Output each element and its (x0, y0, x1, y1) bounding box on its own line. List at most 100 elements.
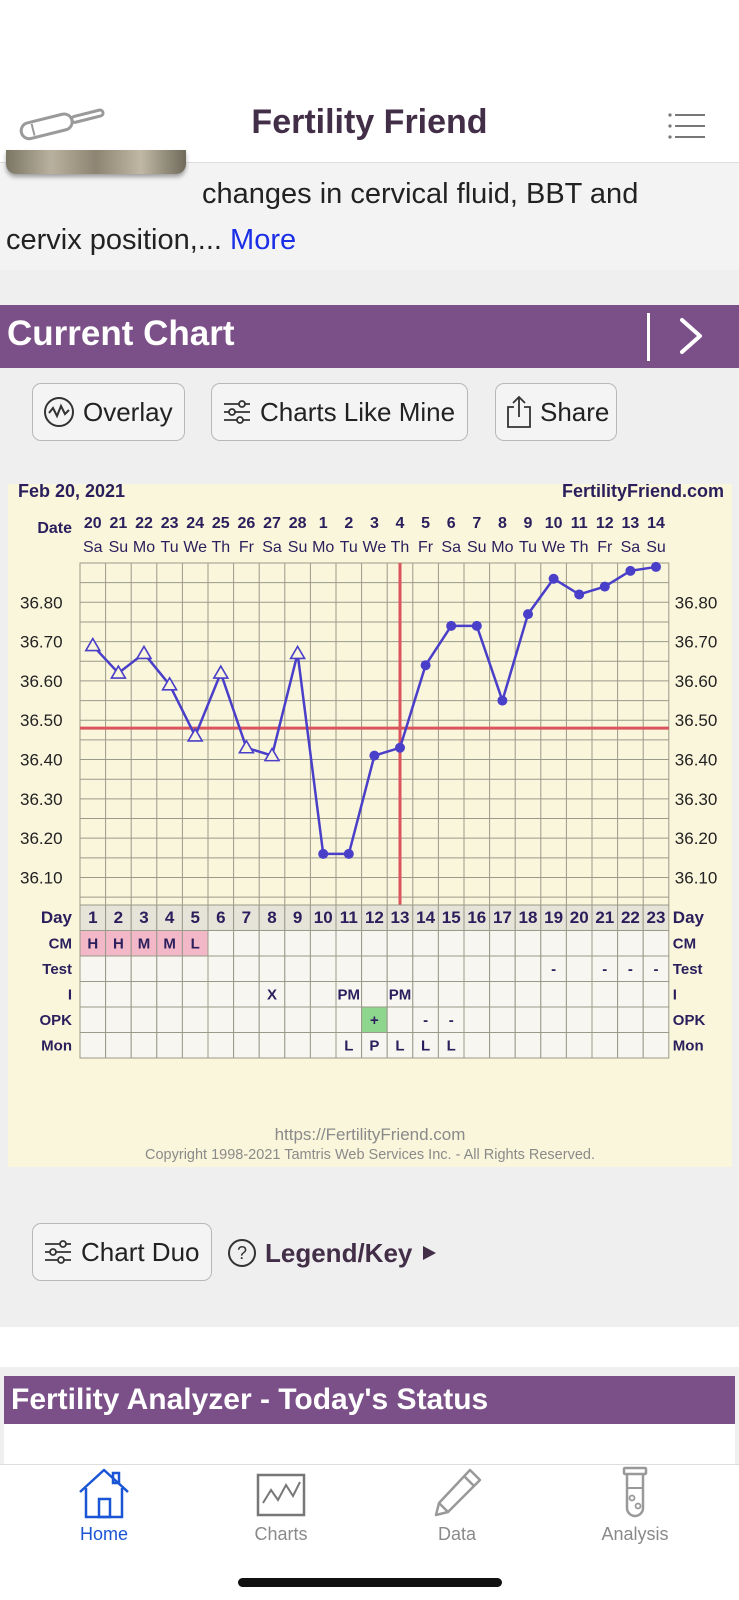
date-label: 12 (596, 515, 614, 532)
test-tube-icon (622, 1466, 648, 1518)
weekday-label: Mo (133, 539, 155, 556)
sliders-icon (224, 400, 250, 424)
mon-cell (386, 1032, 414, 1059)
chart-start-date: Feb 20, 2021 (18, 484, 125, 501)
test-cell (79, 955, 107, 982)
day-cell (642, 904, 670, 931)
test-cell (207, 955, 235, 982)
test-cell (309, 955, 337, 982)
opk-cell (386, 1006, 414, 1033)
chevron-right-icon[interactable] (676, 316, 706, 356)
cm-value: H (113, 936, 124, 953)
opk-cell (591, 1006, 619, 1033)
opk-cell (642, 1006, 670, 1033)
intro-image (6, 150, 186, 174)
day-row-label: Day (41, 908, 73, 927)
i-cell (181, 981, 209, 1008)
i-cell (540, 981, 567, 1008)
date-label: 3 (370, 515, 379, 532)
more-link[interactable]: More (230, 224, 297, 256)
cm-cell (309, 930, 337, 957)
weekday-label: Th (570, 539, 589, 556)
tab-charts[interactable]: Charts (216, 1464, 346, 1564)
fertility-analyzer-bar[interactable] (4, 1376, 735, 1424)
test-cell (181, 955, 209, 982)
weekday-label: We (363, 539, 387, 556)
date-label: 9 (524, 515, 533, 532)
opk-cell (463, 1006, 491, 1033)
weekday-label: Sa (441, 539, 461, 556)
current-chart-bar[interactable] (0, 305, 739, 368)
chart-duo-button[interactable]: Chart Duo (32, 1223, 212, 1281)
bbt-point (446, 620, 457, 631)
divider (647, 313, 650, 361)
opk-cell (105, 1006, 132, 1033)
i-cell (105, 981, 132, 1008)
tab-data[interactable]: Data (392, 1464, 522, 1564)
bbt-point (599, 581, 610, 592)
chart-icon (256, 1473, 306, 1517)
bbt-point (395, 742, 405, 753)
weekday-label: We (542, 539, 566, 556)
bbt-point (497, 695, 508, 706)
intro-section (0, 163, 739, 270)
share-icon (507, 395, 531, 428)
fertility-analyzer-title: Fertility Analyzer - Today's Status (11, 1383, 489, 1416)
date-label: 20 (84, 515, 102, 532)
mon-cell (463, 1032, 491, 1059)
share-button[interactable]: Share (495, 383, 617, 441)
day-cell (105, 904, 132, 931)
i-cell (361, 981, 388, 1008)
bbt-point (523, 609, 533, 620)
mon-value: L (447, 1038, 456, 1055)
y-tick-label-right: 36.70 (675, 633, 718, 652)
test-row-label: Test (42, 961, 72, 978)
y-tick-label: 36.20 (20, 829, 63, 848)
chart-duo-label: Chart Duo (81, 1236, 200, 1267)
day-value: 1 (88, 908, 97, 927)
cm-cell (207, 930, 235, 957)
cm-cell (489, 930, 516, 957)
opk-cell (489, 1006, 516, 1033)
day-value: 4 (165, 908, 175, 927)
mon-cell (105, 1032, 132, 1059)
i-cell (130, 981, 158, 1008)
opk-cell (309, 1006, 337, 1033)
help-icon: ? (228, 1239, 256, 1267)
legend-key-link[interactable]: ? Legend/Key (227, 1237, 438, 1269)
mon-cell (514, 1032, 542, 1059)
bbt-point-open (238, 739, 255, 754)
sliders-icon (45, 1240, 71, 1264)
app-header (0, 0, 739, 163)
date-label: 28 (289, 515, 307, 532)
date-label: 25 (212, 515, 230, 532)
bbt-point (574, 589, 585, 600)
i-value: X (267, 987, 277, 1004)
weekday-label: Fr (597, 539, 613, 556)
tab-analysis[interactable]: Analysis (570, 1464, 700, 1564)
mon-cell (130, 1032, 158, 1059)
mon-cell (258, 1032, 286, 1059)
chart-footer-copyright: Copyright 1998-2021 Tamtris Web Services… (145, 1147, 595, 1163)
cm-cell (463, 930, 491, 957)
date-label: 2 (344, 515, 353, 532)
test-cell (335, 955, 363, 982)
bbt-point (548, 573, 559, 584)
menu-icon[interactable] (668, 112, 706, 140)
mon-cell (591, 1032, 619, 1059)
day-cell (156, 904, 183, 931)
spacer (0, 1327, 739, 1367)
bbt-point (651, 561, 661, 572)
day-value: 6 (216, 908, 225, 927)
day-value: 16 (467, 908, 486, 927)
tab-home[interactable]: Home (39, 1464, 169, 1564)
opk-cell (361, 1006, 388, 1033)
charts-like-mine-button[interactable]: Charts Like Mine (211, 383, 468, 441)
weekday-label: Fr (418, 539, 434, 556)
overlay-button[interactable]: Overlay (32, 383, 185, 441)
i-cell (514, 981, 542, 1008)
bbt-point-open (212, 664, 230, 679)
bbt-point-open (110, 664, 127, 679)
weekday-label: Su (288, 539, 308, 556)
